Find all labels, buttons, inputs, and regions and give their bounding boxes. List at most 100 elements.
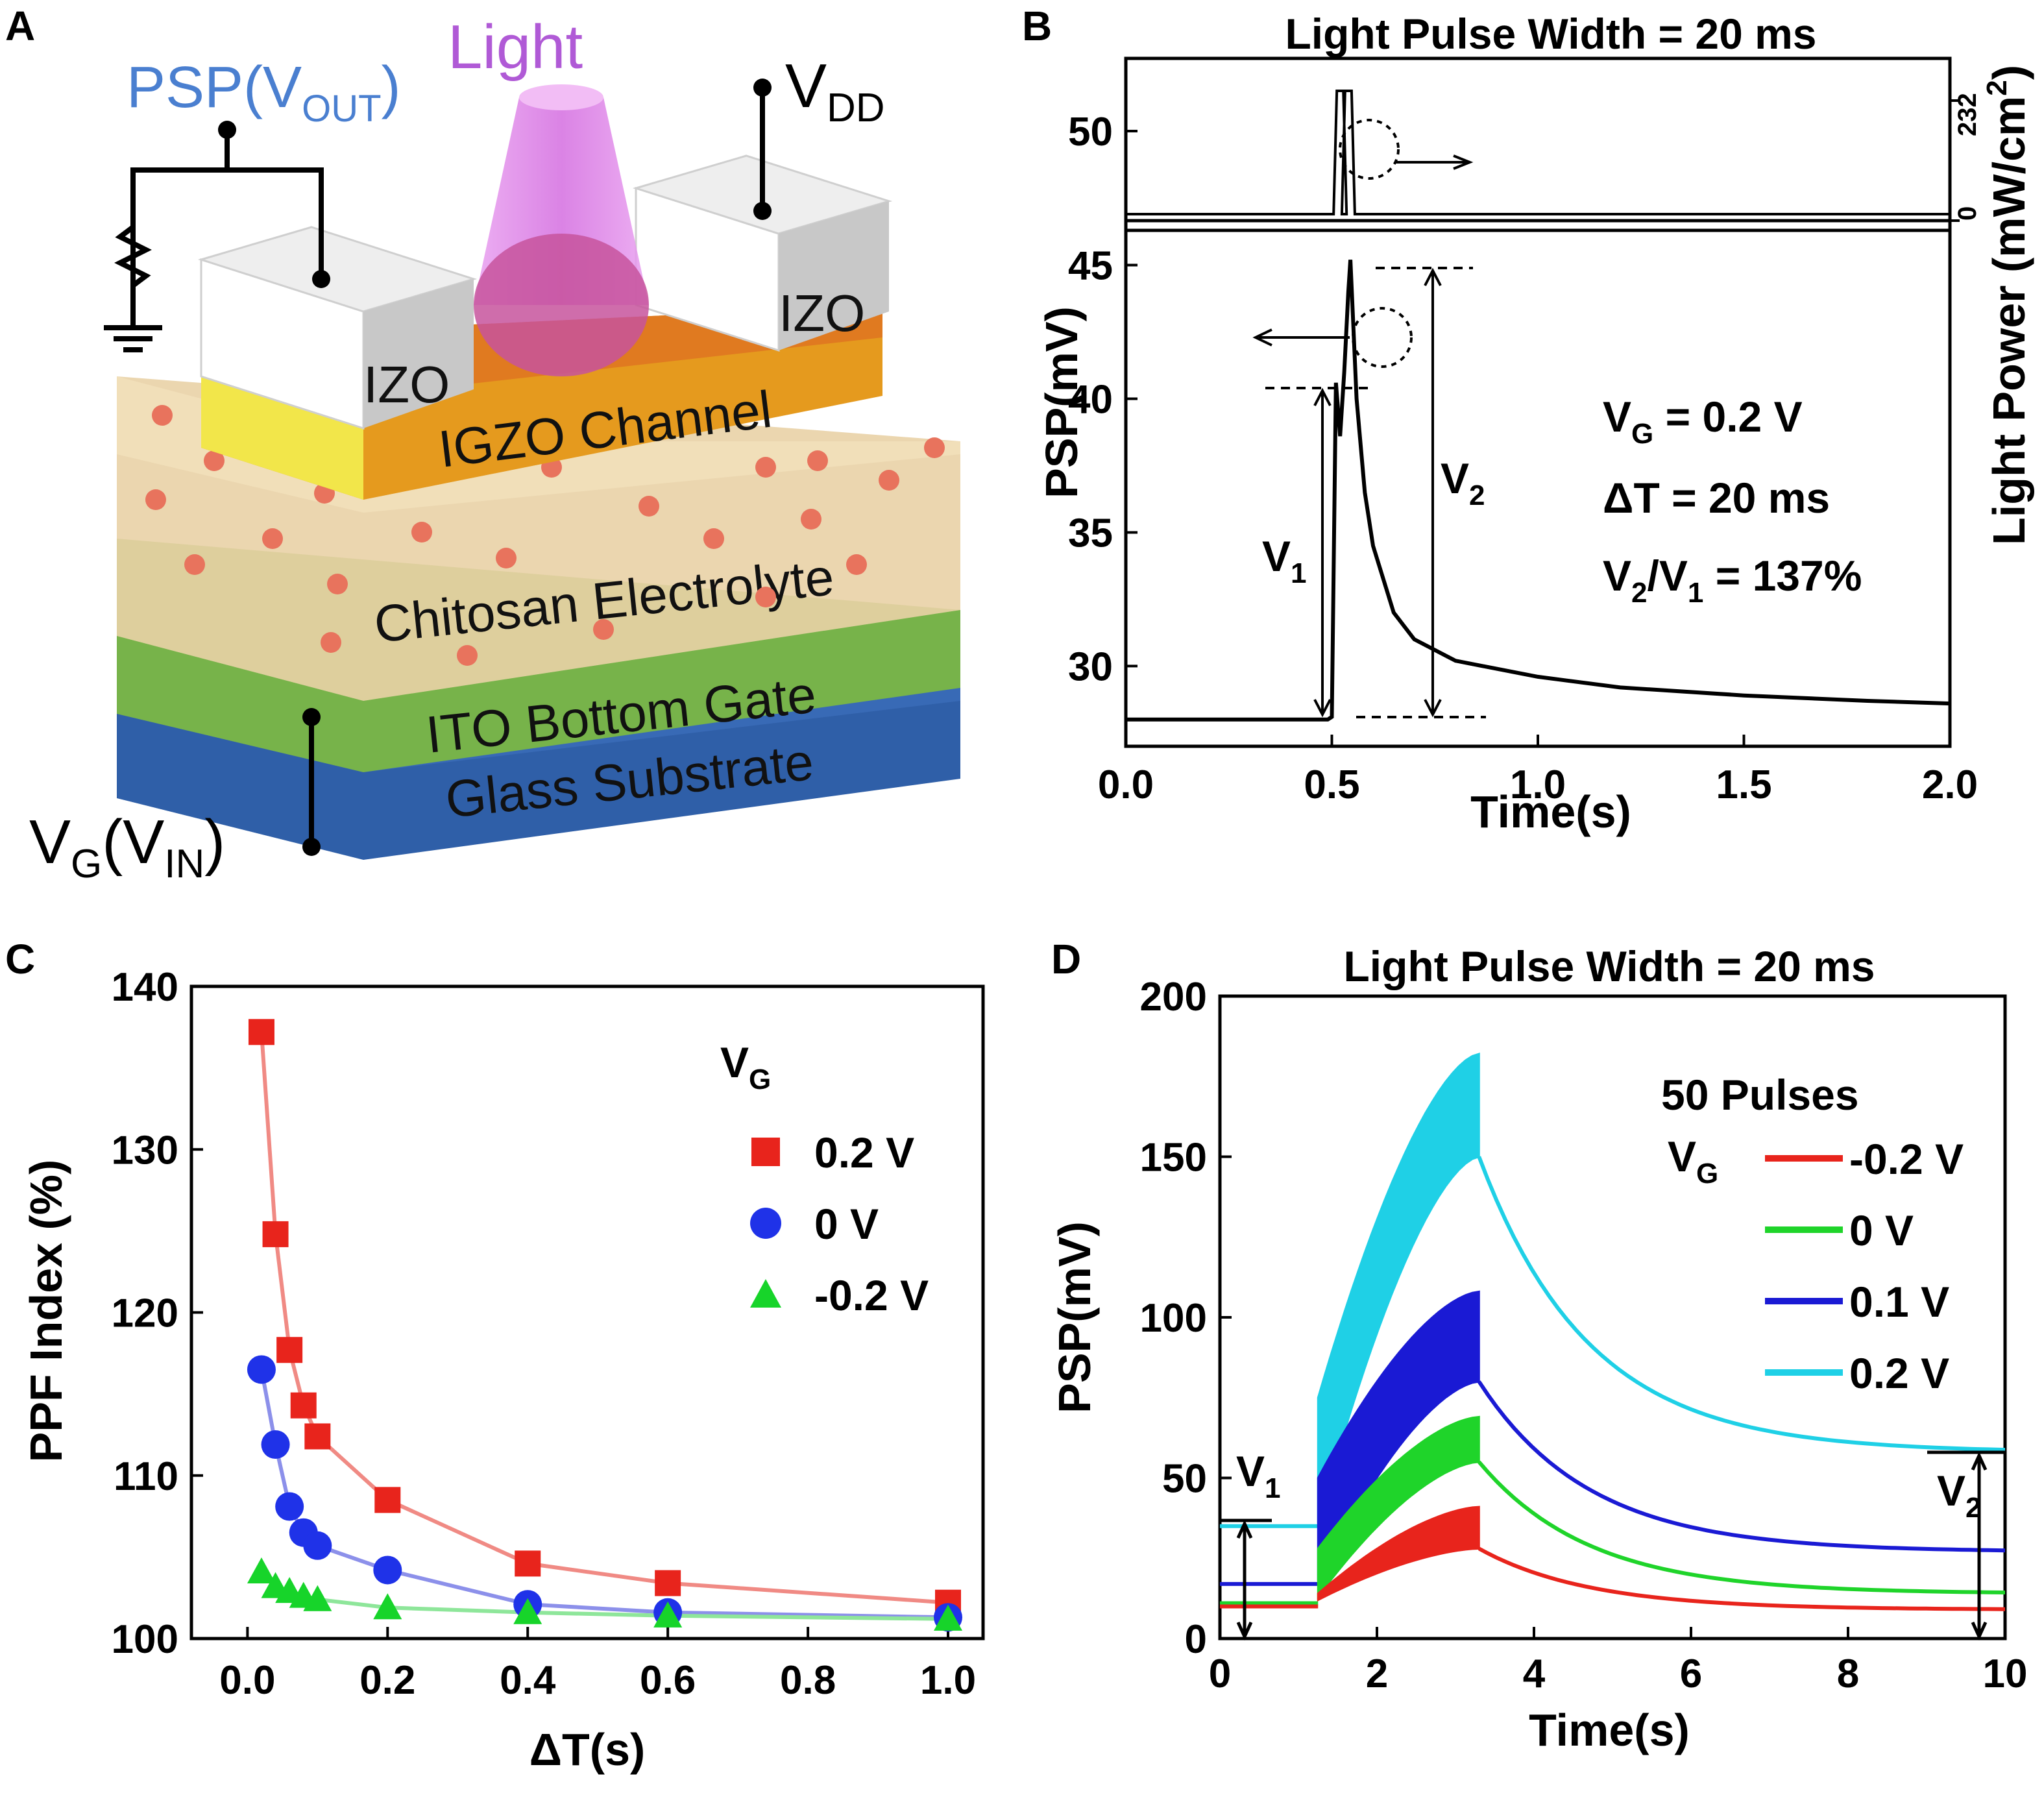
vg-vin-label: VG(VIN) (29, 807, 225, 886)
source-terminal (312, 270, 330, 288)
chart-c-fit-0-V (260, 1369, 949, 1620)
chart-d-ytick-label-0: 0 (1185, 1617, 1207, 1662)
chart-d-ytick-labels: 0 50 100 150 200 (1140, 975, 1207, 1662)
chart-b-ytick-label-40: 40 (1068, 378, 1113, 422)
izo-right-label: IZO (779, 284, 865, 342)
chart-d-xtick-label-4: 4 (1523, 1652, 1546, 1696)
panel-d-chart: D Light Pulse Width = 20 ms 0 2 4 6 8 10 0 50 1… (1049, 936, 2027, 1755)
chart-d-v-markers (1220, 1450, 2005, 1641)
light-spot (474, 234, 649, 376)
chart-c-data-points (247, 1019, 963, 1632)
chart-d-legend-label-0-2-V: 0.2 V (1849, 1349, 1949, 1397)
chart-c-ytick-label-100: 100 (112, 1617, 178, 1662)
chart-b-frame (1124, 56, 1952, 748)
chart-c-legend-label-0-2-V: 0.2 V (814, 1128, 914, 1177)
chart-c-ytick-label-110: 110 (114, 1454, 178, 1499)
drain-terminal (753, 202, 772, 220)
chart-c-ticks (191, 985, 950, 1640)
chart-b-y2-tick-label-232: 232 (1953, 93, 1982, 136)
chart-d-ytick-label-50: 50 (1162, 1457, 1207, 1502)
chart-c-point-0-V-0 (247, 1355, 276, 1384)
chart-d-xtick-label-10: 10 (1983, 1652, 2028, 1696)
chart-c-point-0-2-V-6 (515, 1550, 541, 1577)
chart-c-x-axis-title: ΔT(s) (529, 1724, 646, 1775)
chart-b-ytick-label-30: 30 (1068, 644, 1113, 689)
chart-d-xtick-label-8: 8 (1837, 1652, 1859, 1696)
chart-d-xtick-labels: 0 2 4 6 8 10 (1209, 1652, 2028, 1696)
chart-b-xtick-label-2-0: 2.0 (1922, 762, 1978, 807)
chart-c-point-0-2-V-7 (655, 1570, 681, 1596)
panel-label-c: C (5, 936, 35, 982)
chart-d-legend-label-0-V: 0 V (1849, 1206, 1914, 1254)
chart-d-xtick-label-6: 6 (1680, 1652, 1702, 1696)
light-beam-top (519, 84, 603, 110)
izo-left-side (363, 279, 474, 428)
chart-d-y-axis-title: PSP(mV) (1049, 1221, 1100, 1413)
chart-d-x-axis-title: Time(s) (1529, 1705, 1690, 1755)
chart-c-point-0-2-V-4 (303, 1585, 332, 1611)
chart-c-xtick-label-1-0: 1.0 (920, 1658, 976, 1703)
chart-b-ytick-label-50: 50 (1068, 110, 1113, 154)
gate-terminal (302, 708, 321, 726)
chart-b-psp-line (1126, 260, 1951, 722)
chart-d-ytick-label-100: 100 (1140, 1296, 1207, 1341)
chart-d-decay-0-2-V (1477, 1156, 2006, 1452)
chart-c-legend-title: VG (720, 1038, 771, 1095)
chart-b-y-axis-title: PSP(mV) (1036, 306, 1087, 498)
chart-d-xtick-label-0: 0 (1209, 1652, 1231, 1696)
chart-b-xtick-label-1-0: 1.0 (1510, 762, 1566, 807)
panel-a-device-schematic: A Glass Substrate ITO Bottom Gate Chitos… (5, 3, 960, 886)
chart-d-ytick-label-150: 150 (1140, 1136, 1207, 1180)
chart-c-point-0-V-5 (373, 1555, 402, 1585)
chart-d-decay-0-2-V (1478, 1546, 2006, 1611)
chart-c-xtick-label-0-6: 0.6 (640, 1658, 696, 1703)
chart-c-legend-label-0-V: 0 V (814, 1200, 879, 1248)
chart-c-point-0-2-V-8 (934, 1604, 963, 1631)
chart-d-xtick-label-2: 2 (1366, 1652, 1388, 1696)
chart-c-point-0-2-V-0 (247, 1557, 276, 1583)
chart-c-ytick-label-130: 130 (112, 1128, 178, 1173)
chart-c-fit-curves (260, 1032, 949, 1621)
chart-d-decay-0-1-V (1477, 1380, 2006, 1553)
chart-b-annotation-guides (1252, 119, 1486, 718)
psp-terminal (218, 121, 236, 139)
chart-b-v2-label: V2 (1441, 454, 1485, 511)
chart-b-ytick-label-35: 35 (1068, 511, 1113, 555)
chart-d-title: Light Pulse Width = 20 ms (1343, 942, 1875, 990)
chart-b-title: Light Pulse Width = 20 ms (1285, 10, 1816, 58)
chart-d-series (1220, 1053, 2006, 1611)
chart-b-annotation-ratio: V2/V1 = 137% (1603, 552, 1862, 609)
chart-c-xtick-label-0-0: 0.0 (219, 1658, 275, 1703)
chart-c-point-0-2-V-1 (262, 1221, 289, 1247)
chart-c-xtick-label-0-4: 0.4 (500, 1658, 556, 1703)
chart-d-legend: -0.2 V 0 V 0.1 V 0.2 V (1765, 1135, 1964, 1397)
chart-c-point-0-2-V-3 (290, 1392, 317, 1419)
vg-terminal (302, 838, 321, 856)
chart-b-annotation-dt: ΔT = 20 ms (1603, 474, 1830, 522)
chart-c-ytick-labels: 100 110 120 130 140 (112, 965, 178, 1662)
chart-c-point-0-2-V-0 (248, 1019, 274, 1045)
chart-d-v2-label: V2 (1937, 1467, 1982, 1524)
chart-d-legend-label-0-1-V: 0.1 V (1849, 1278, 1949, 1326)
panel-label-b: B (1022, 3, 1052, 49)
chart-b-x-axis-title: Time(s) (1470, 787, 1631, 837)
chart-d-legend-label-0-2-V: -0.2 V (1849, 1135, 1964, 1183)
chart-b-ticks (1125, 129, 1951, 746)
chart-c-point-0-2-V-2 (276, 1337, 303, 1363)
chart-c-xtick-labels: 0.0 0.2 0.4 0.6 0.8 1.0 (219, 1658, 976, 1703)
chart-c-point-0-2-V-5 (374, 1487, 401, 1513)
chart-c-legend-marker-0-V (750, 1208, 781, 1239)
izo-left-label: IZO (363, 356, 450, 413)
chart-c-point-0-2-V-6 (513, 1598, 542, 1624)
chart-b-y2-axis-title: Light Power (mW/cm2) (1981, 65, 2034, 545)
chart-c-ytick-label-140: 140 (112, 965, 178, 1010)
chart-b-xtick-label-0-0: 0.0 (1098, 762, 1154, 807)
panel-label-a: A (5, 3, 35, 49)
panel-b-chart: B Light Pulse Width = 20 ms 0.0 0.5 1.0 1.5… (1022, 3, 2034, 837)
chart-c-legend-label-0-2-V: -0.2 V (814, 1271, 929, 1319)
chart-b-v1-label: V1 (1262, 532, 1307, 589)
chart-c-y-axis-title: PPF Index (%) (21, 1160, 71, 1463)
chart-c-point-0-2-V-5 (373, 1593, 402, 1620)
chart-b-xtick-labels: 0.0 0.5 1.0 1.5 2.0 (1098, 762, 1978, 807)
